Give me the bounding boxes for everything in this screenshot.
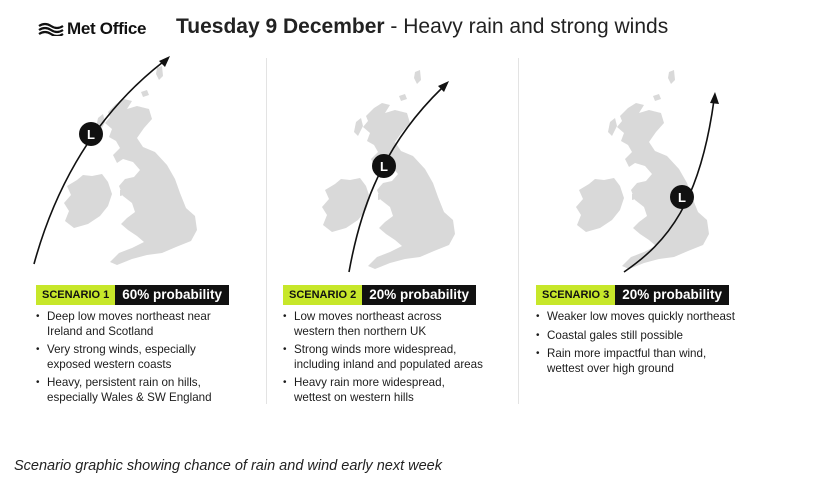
track-arrow-icon — [438, 81, 449, 92]
low-pressure-marker — [79, 122, 103, 146]
bullet-line: Low moves northeast across — [294, 310, 442, 323]
bullet-line: including inland and populated areas — [294, 357, 483, 371]
track-arrow-icon — [710, 92, 719, 104]
storm-track-line — [33, 61, 164, 265]
bullet-line: Strong winds more widespread, — [294, 343, 457, 356]
uk-map — [64, 66, 197, 265]
scenario-panel-1: L SCENARIO 1 60% probability Deep low mo… — [16, 52, 266, 412]
low-pressure-marker — [372, 154, 396, 178]
bullet-line: Heavy, persistent rain on hills, — [47, 376, 201, 389]
bullet-line: Coastal gales still possible — [547, 328, 683, 342]
scenario-3-tag: SCENARIO 3 20% probability — [536, 285, 730, 305]
scenario-3-bullets: Weaker low moves quickly northeast Coast… — [536, 310, 735, 380]
bullet-line: Very strong winds, especially — [47, 343, 196, 356]
scenario-1-map: L — [33, 56, 197, 265]
forecast-date: Tuesday 9 December — [176, 15, 385, 38]
scenario-3-probability: 20% probability — [615, 285, 730, 305]
list-item: Rain more impactful than wind,wettest ov… — [536, 347, 735, 376]
track-arrow-icon — [159, 56, 170, 67]
scenario-2-map: L — [322, 70, 455, 273]
page-title: Tuesday 9 December - Heavy rain and stro… — [176, 15, 668, 39]
bullet-line: especially Wales & SW England — [47, 390, 212, 404]
bullet-line: western then northern UK — [294, 324, 427, 338]
list-item: Coastal gales still possible — [536, 329, 735, 344]
bullet-line: Heavy rain more widespread, — [294, 376, 445, 389]
scenario-3-map: L — [576, 70, 719, 273]
scenario-1-probability: 60% probability — [115, 285, 230, 305]
scenario-2-label: SCENARIO 2 — [283, 285, 363, 305]
storm-track-line — [348, 87, 443, 273]
forecast-subtitle: Heavy rain and strong winds — [403, 15, 669, 38]
low-pressure-marker — [670, 185, 694, 209]
met-office-logo-icon — [38, 22, 64, 36]
title-separator: - — [384, 15, 404, 38]
met-office-logo: Met Office — [38, 19, 146, 39]
scenario-2-probability: 20% probability — [362, 285, 477, 305]
low-pressure-label: L — [87, 127, 95, 142]
bullet-line: wettest on western hills — [294, 390, 414, 404]
image-caption: Scenario graphic showing chance of rain … — [14, 458, 442, 474]
scenario-1-label: SCENARIO 1 — [36, 285, 116, 305]
list-item: Weaker low moves quickly northeast — [536, 310, 735, 325]
panel-divider — [518, 58, 519, 404]
bullet-line: wettest over high ground — [547, 361, 674, 375]
brand-name: Met Office — [67, 19, 147, 38]
bullet-line: Deep low moves northeast near — [47, 310, 211, 323]
low-pressure-label: L — [380, 159, 388, 174]
list-item: Heavy, persistent rain on hills,especial… — [36, 376, 212, 405]
scenario-1-tag: SCENARIO 1 60% probability — [36, 285, 230, 305]
storm-track-line — [623, 99, 715, 273]
scenario-2-tag: SCENARIO 2 20% probability — [283, 285, 477, 305]
scenario-3-label: SCENARIO 3 — [536, 285, 616, 305]
bullet-line: Ireland and Scotland — [47, 324, 154, 338]
scenario-panel-3: L SCENARIO 3 20% probability Weaker low … — [518, 52, 768, 412]
bullet-line: Rain more impactful than wind, — [547, 347, 707, 360]
uk-map — [576, 70, 709, 269]
low-pressure-label: L — [678, 190, 686, 205]
list-item: Heavy rain more widespread,wettest on we… — [283, 376, 483, 405]
bullet-line: exposed western coasts — [47, 357, 172, 371]
bullet-line: Weaker low moves quickly northeast — [547, 310, 735, 323]
header: Met Office Tuesday 9 December - Heavy ra… — [38, 14, 668, 44]
list-item: Strong winds more widespread,including i… — [283, 343, 483, 372]
scenario-panel-2: L SCENARIO 2 20% probability Low moves n… — [266, 52, 516, 412]
panel-divider — [266, 58, 267, 404]
